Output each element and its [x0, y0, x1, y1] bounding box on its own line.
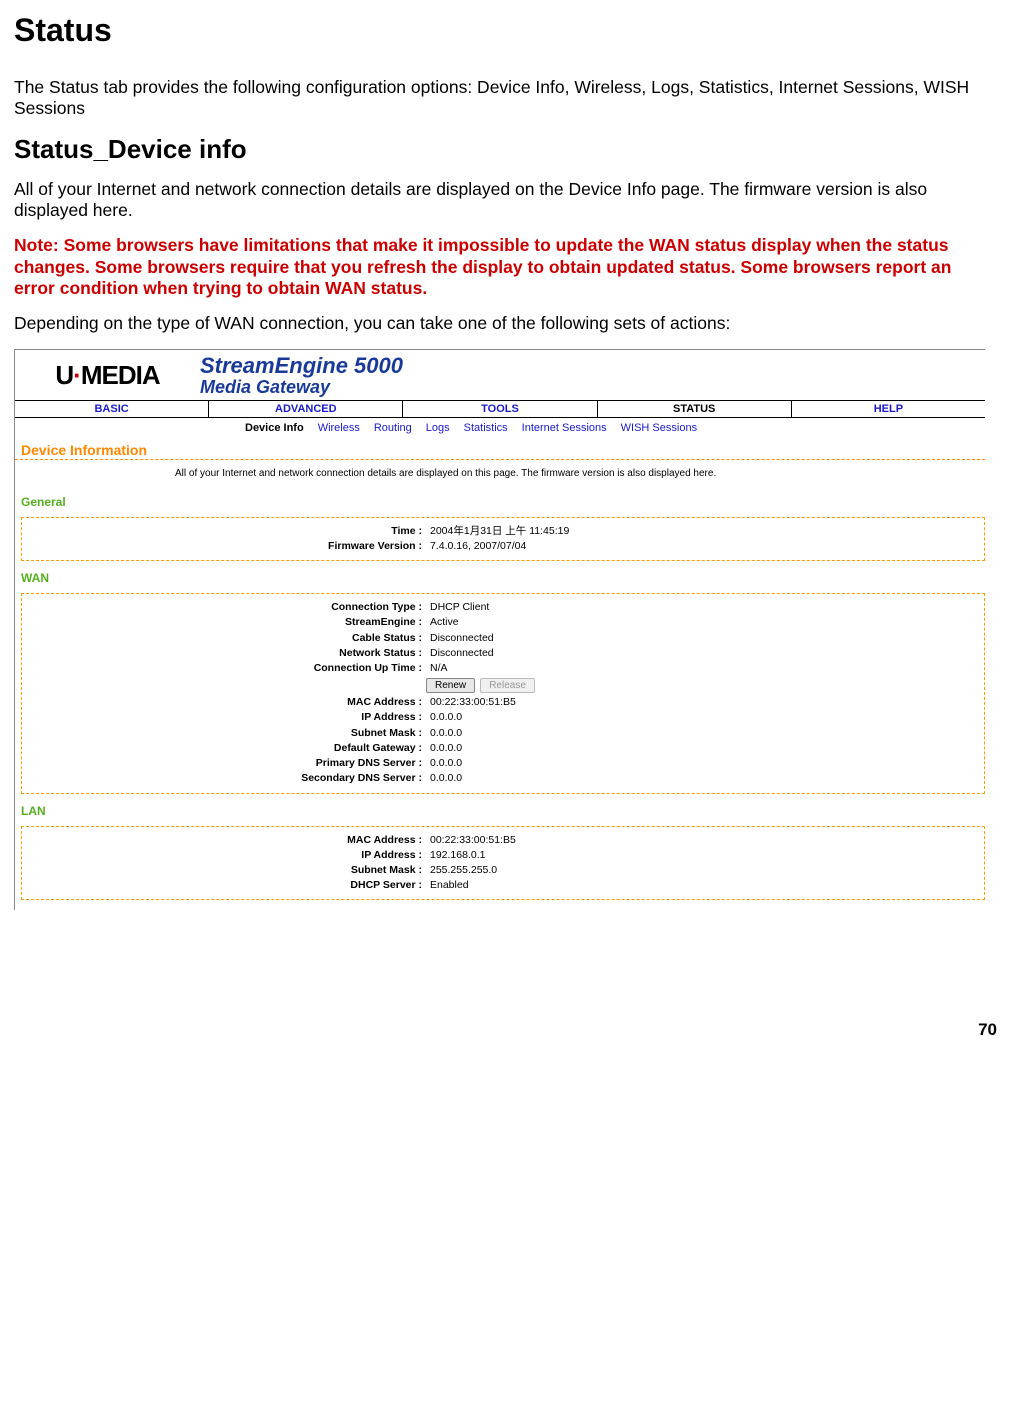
logo-dot: ·: [73, 360, 81, 390]
wan-title: WAN: [15, 571, 985, 587]
table-row: IP Address :0.0.0.0: [22, 710, 984, 725]
page-title: Status: [14, 12, 997, 49]
kv-label: Subnet Mask :: [22, 726, 426, 741]
table-row: Primary DNS Server :0.0.0.0: [22, 756, 984, 771]
kv-label: Primary DNS Server :: [22, 756, 426, 771]
kv-label: Subnet Mask :: [22, 863, 426, 878]
kv-label: Connection Type :: [22, 600, 426, 615]
sub-nav: Device Info Wireless Routing Logs Statis…: [15, 418, 985, 440]
section-title: Status_Device info: [14, 134, 997, 165]
general-time-row: Time : 2004年1月31日 上午 11:45:19: [22, 524, 984, 539]
nav-status[interactable]: STATUS: [598, 401, 792, 417]
release-button[interactable]: Release: [480, 678, 535, 693]
kv-label: MAC Address :: [22, 695, 426, 710]
kv-value: 192.168.0.1: [426, 848, 485, 863]
lan-title: LAN: [15, 804, 985, 820]
intro-text: The Status tab provides the following co…: [14, 77, 997, 120]
panel-desc: All of your Internet and network connect…: [15, 464, 985, 495]
kv-label: MAC Address :: [22, 833, 426, 848]
section-desc: All of your Internet and network connect…: [14, 179, 997, 222]
kv-value: 0.0.0.0: [426, 771, 462, 786]
table-row: Connection Up Time :N/A: [22, 661, 984, 676]
table-row: IP Address :192.168.0.1: [22, 848, 984, 863]
depending-text: Depending on the type of WAN connection,…: [14, 313, 997, 334]
table-row: Subnet Mask :0.0.0.0: [22, 726, 984, 741]
subnav-internet-sessions[interactable]: Internet Sessions: [522, 422, 607, 434]
nav-tools[interactable]: TOOLS: [403, 401, 597, 417]
kv-value: 0.0.0.0: [426, 726, 462, 741]
nav-advanced[interactable]: ADVANCED: [209, 401, 403, 417]
renew-button[interactable]: Renew: [426, 678, 475, 693]
kv-label: Connection Up Time :: [22, 661, 426, 676]
kv-value: Disconnected: [426, 631, 494, 646]
panel-title: Device Information: [15, 440, 985, 459]
table-row: Network Status :Disconnected: [22, 646, 984, 661]
page-number: 70: [14, 1020, 997, 1040]
kv-value: DHCP Client: [426, 600, 489, 615]
general-fw-label: Firmware Version :: [22, 539, 426, 554]
general-fw-value: 7.4.0.16, 2007/07/04: [426, 539, 526, 554]
lan-box: MAC Address :00:22:33:00:51:B5 IP Addres…: [21, 826, 985, 901]
router-header: U·MEDIA StreamEngine 5000 Media Gateway: [15, 350, 985, 400]
subnav-routing[interactable]: Routing: [374, 422, 412, 434]
table-row: MAC Address :00:22:33:00:51:B5: [22, 833, 984, 848]
logo-post: MEDIA: [81, 360, 160, 390]
table-row: Connection Type :DHCP Client: [22, 600, 984, 615]
kv-value: 0.0.0.0: [426, 756, 462, 771]
kv-value: 00:22:33:00:51:B5: [426, 695, 516, 710]
kv-label: DHCP Server :: [22, 878, 426, 893]
table-row: DHCP Server :Enabled: [22, 878, 984, 893]
kv-value: 0.0.0.0: [426, 741, 462, 756]
kv-label: Cable Status :: [22, 631, 426, 646]
nav-help[interactable]: HELP: [792, 401, 985, 417]
kv-value: 00:22:33:00:51:B5: [426, 833, 516, 848]
kv-value: Disconnected: [426, 646, 494, 661]
kv-value: N/A: [426, 661, 448, 676]
table-row: Subnet Mask :255.255.255.0: [22, 863, 984, 878]
main-nav: BASIC ADVANCED TOOLS STATUS HELP: [15, 400, 985, 418]
general-time-label: Time :: [22, 524, 426, 539]
general-title: General: [15, 495, 985, 511]
table-row: Secondary DNS Server :0.0.0.0: [22, 771, 984, 786]
kv-value: 255.255.255.0: [426, 863, 497, 878]
general-box: Time : 2004年1月31日 上午 11:45:19 Firmware V…: [21, 517, 985, 561]
subnav-statistics[interactable]: Statistics: [464, 422, 508, 434]
subnav-wireless[interactable]: Wireless: [318, 422, 360, 434]
router-screenshot: U·MEDIA StreamEngine 5000 Media Gateway …: [14, 349, 985, 911]
kv-label: StreamEngine :: [22, 615, 426, 630]
table-row: StreamEngine :Active: [22, 615, 984, 630]
brand-line1: StreamEngine 5000: [200, 354, 403, 378]
table-row: Default Gateway :0.0.0.0: [22, 741, 984, 756]
kv-value: Enabled: [426, 878, 469, 893]
kv-value: Active: [426, 615, 459, 630]
note-text: Note: Some browsers have limitations tha…: [14, 235, 997, 299]
brand-line2: Media Gateway: [200, 378, 403, 398]
kv-label: Secondary DNS Server :: [22, 771, 426, 786]
kv-label: Network Status :: [22, 646, 426, 661]
brand-lines: StreamEngine 5000 Media Gateway: [200, 354, 403, 398]
subnav-device-info[interactable]: Device Info: [245, 422, 304, 434]
table-row: MAC Address :00:22:33:00:51:B5: [22, 695, 984, 710]
brand-logo: U·MEDIA: [15, 360, 200, 391]
general-time-value: 2004年1月31日 上午 11:45:19: [426, 524, 569, 539]
wan-box: Connection Type :DHCP Client StreamEngin…: [21, 593, 985, 793]
general-fw-row: Firmware Version : 7.4.0.16, 2007/07/04: [22, 539, 984, 554]
kv-label: IP Address :: [22, 710, 426, 725]
panel-divider: [15, 459, 985, 460]
kv-label: Default Gateway :: [22, 741, 426, 756]
kv-value: 0.0.0.0: [426, 710, 462, 725]
table-row: Cable Status :Disconnected: [22, 631, 984, 646]
logo-pre: U: [55, 360, 73, 390]
wan-button-row: Renew Release: [22, 678, 984, 693]
nav-basic[interactable]: BASIC: [15, 401, 209, 417]
subnav-logs[interactable]: Logs: [426, 422, 450, 434]
subnav-wish-sessions[interactable]: WISH Sessions: [621, 422, 697, 434]
kv-label: IP Address :: [22, 848, 426, 863]
